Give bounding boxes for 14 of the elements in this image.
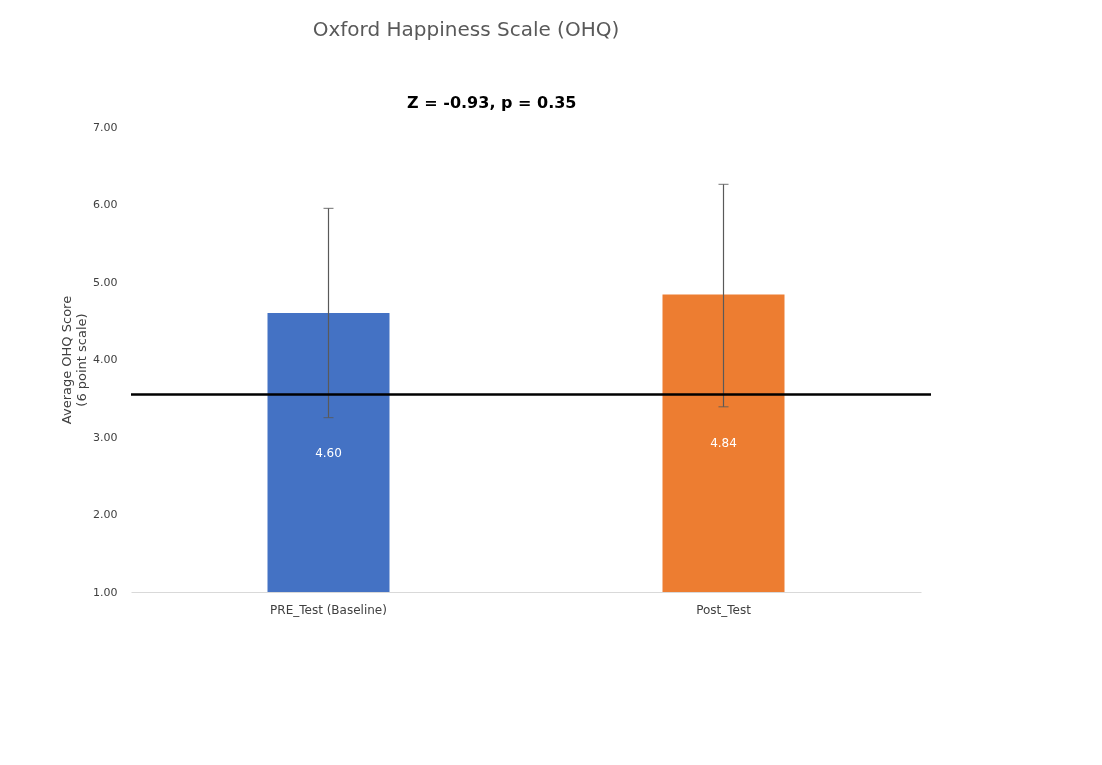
y-tick-label: 1.00: [93, 585, 118, 599]
x-tick-label: Post_Test: [696, 602, 752, 617]
data-label: 4.84: [710, 436, 737, 451]
y-tick-label: 5.00: [93, 275, 118, 289]
y-tick-label: 4.00: [93, 353, 118, 366]
y-axis-title: Average OHQ Score (6 point scale): [59, 295, 90, 425]
y-tick-label: 6.00: [93, 198, 118, 211]
data-label: 4.60: [315, 445, 342, 460]
x-tick-label: PRE_Test (Baseline): [270, 602, 387, 617]
text: Z = -0.93, p = 0.35: [407, 93, 577, 112]
y-tick-label: 3.00: [93, 430, 118, 444]
chart-title: Oxford Happiness Scale (OHQ): [312, 17, 620, 41]
y-tick-label: 7.00: [93, 120, 118, 134]
y-tick-label: 2.00: [93, 508, 118, 521]
